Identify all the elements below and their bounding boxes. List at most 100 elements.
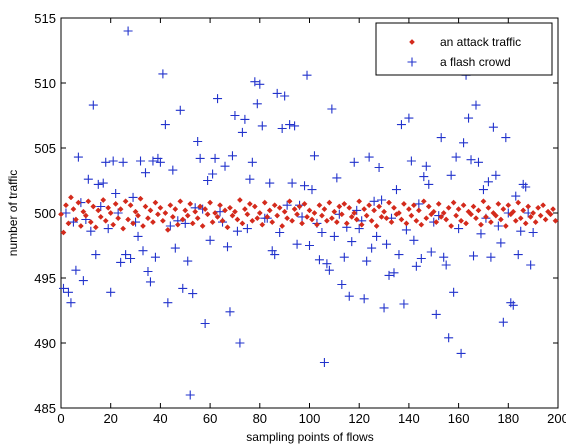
attack-point bbox=[547, 211, 554, 218]
flash-crowd-point bbox=[396, 120, 406, 130]
flash-crowd-point bbox=[486, 252, 496, 262]
flash-crowd-point bbox=[478, 185, 488, 195]
attack-point bbox=[177, 198, 184, 205]
attack-point bbox=[85, 198, 92, 205]
flash-crowd-point bbox=[292, 239, 302, 249]
attack-point bbox=[92, 224, 99, 231]
flash-crowd-point bbox=[257, 121, 267, 131]
attack-point bbox=[77, 223, 84, 229]
attack-point bbox=[318, 212, 325, 219]
x-tick-label: 40 bbox=[153, 411, 167, 426]
x-tick-label: 180 bbox=[497, 411, 519, 426]
flash-crowd-point bbox=[180, 218, 190, 228]
flash-crowd-point bbox=[235, 338, 245, 348]
attack-point bbox=[172, 206, 179, 213]
attack-point bbox=[502, 223, 509, 229]
attack-point bbox=[525, 203, 532, 210]
attack-point bbox=[383, 215, 390, 222]
attack-point bbox=[353, 216, 360, 223]
flash-crowd-point bbox=[123, 26, 133, 36]
flash-crowd-point bbox=[377, 195, 387, 205]
flash-crowd-point bbox=[242, 224, 252, 234]
attack-point bbox=[527, 213, 534, 220]
attack-point bbox=[326, 199, 333, 206]
attack-point bbox=[189, 220, 196, 227]
x-tick-label: 20 bbox=[103, 411, 117, 426]
attack-point bbox=[413, 217, 420, 224]
flash-crowd-point bbox=[126, 254, 136, 263]
axis-tick-labels: 0 20 40 60 80 100 120 140 160 180 200 485 490 495 500 5… bbox=[34, 11, 566, 426]
flash-crowd-point bbox=[237, 127, 247, 137]
flash-crowd-point bbox=[208, 169, 218, 179]
attack-point bbox=[112, 200, 119, 207]
flash-crowd-point bbox=[222, 242, 232, 252]
attack-point bbox=[164, 226, 171, 233]
attack-point bbox=[440, 210, 447, 216]
attack-point bbox=[102, 217, 109, 224]
attack-point bbox=[487, 219, 494, 226]
flash-crowd-point bbox=[456, 348, 466, 358]
attack-point bbox=[135, 212, 141, 219]
flash-crowd-point bbox=[324, 265, 334, 275]
flash-crowd-point bbox=[101, 157, 111, 167]
attack-point bbox=[259, 221, 266, 228]
flash-crowd-point bbox=[111, 189, 121, 198]
attack-point bbox=[236, 197, 243, 203]
attack-point bbox=[485, 204, 492, 211]
flash-crowd-point bbox=[83, 174, 93, 184]
flash-crowd-point bbox=[404, 113, 414, 123]
flash-crowd-point bbox=[140, 168, 150, 178]
attack-point bbox=[224, 224, 231, 231]
attack-point bbox=[80, 208, 87, 215]
attack-point bbox=[149, 219, 156, 226]
flash-crowd-point bbox=[526, 260, 536, 270]
attack-point bbox=[336, 203, 343, 210]
flash-crowd-point bbox=[183, 256, 193, 266]
flash-crowd-point bbox=[282, 200, 292, 210]
flash-crowd-point bbox=[384, 270, 394, 280]
flash-crowd-point bbox=[290, 121, 300, 131]
attack-point bbox=[408, 212, 415, 219]
attack-point bbox=[343, 220, 350, 227]
flash-crowd-point bbox=[464, 113, 474, 123]
axis-ticks bbox=[60, 17, 559, 409]
flash-crowd-point bbox=[255, 79, 265, 89]
x-tick-label: 100 bbox=[299, 411, 321, 426]
flash-crowd-point bbox=[145, 277, 155, 287]
x-tick-label: 80 bbox=[253, 411, 267, 426]
attack-point bbox=[550, 206, 556, 213]
attack-point bbox=[517, 215, 524, 222]
attack-point bbox=[269, 219, 276, 226]
flash-crowd-point bbox=[476, 229, 486, 239]
legend-plus-marker bbox=[407, 57, 417, 67]
flash-crowd-point bbox=[168, 165, 178, 175]
attack-point bbox=[458, 217, 465, 224]
attack-point bbox=[90, 203, 97, 210]
attack-point bbox=[435, 200, 442, 207]
x-tick-label: 0 bbox=[57, 411, 64, 426]
attack-point bbox=[127, 202, 134, 209]
attack-point bbox=[179, 216, 186, 223]
flash-crowd-point bbox=[327, 104, 337, 114]
legend-marker-attack bbox=[409, 39, 415, 45]
flash-crowd-point bbox=[451, 152, 461, 162]
flash-crowd-point bbox=[98, 178, 108, 188]
attack-point bbox=[231, 208, 238, 215]
attack-point bbox=[294, 211, 301, 218]
attack-point bbox=[75, 199, 82, 206]
attack-point bbox=[152, 199, 159, 206]
flash-crowd-point bbox=[133, 231, 143, 241]
attack-point bbox=[142, 203, 149, 210]
attack-point bbox=[217, 202, 223, 209]
legend-marker-flash-crowd bbox=[407, 57, 417, 67]
attack-point bbox=[271, 202, 278, 209]
flash-crowd-point bbox=[118, 157, 128, 167]
flash-crowd-point bbox=[459, 138, 469, 148]
attack-point bbox=[333, 219, 340, 226]
attack-point bbox=[520, 207, 527, 214]
attack-point bbox=[276, 204, 283, 211]
attack-point bbox=[361, 206, 368, 213]
attack-point bbox=[266, 207, 273, 214]
attack-point bbox=[251, 203, 258, 210]
flash-crowd-point bbox=[78, 276, 88, 286]
